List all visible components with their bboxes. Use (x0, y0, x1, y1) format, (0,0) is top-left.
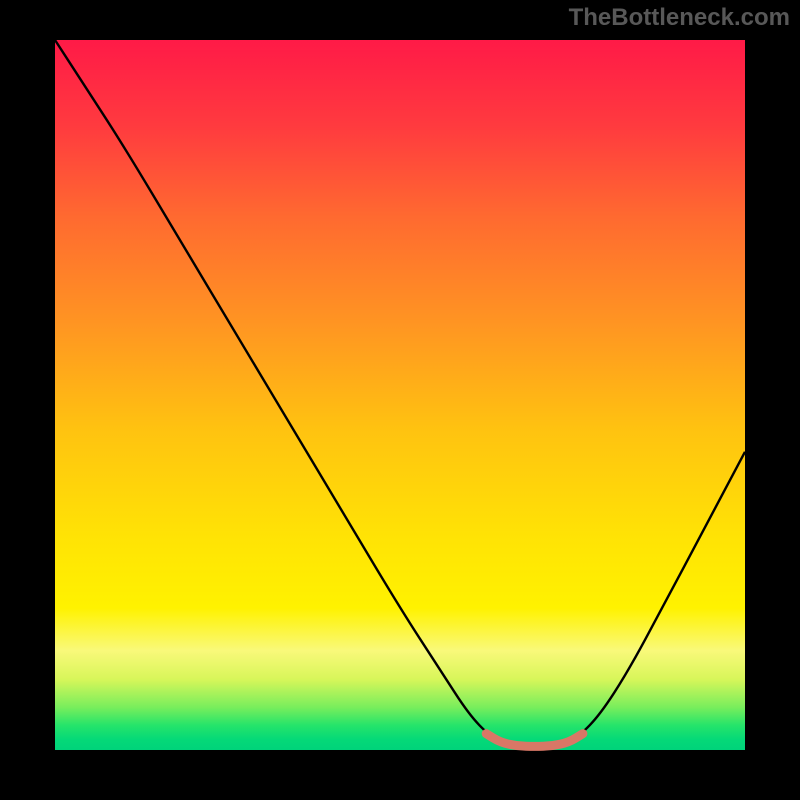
watermark-text: TheBottleneck.com (569, 4, 790, 32)
bottleneck-chart (0, 0, 800, 800)
plot-gradient-area (55, 40, 745, 750)
